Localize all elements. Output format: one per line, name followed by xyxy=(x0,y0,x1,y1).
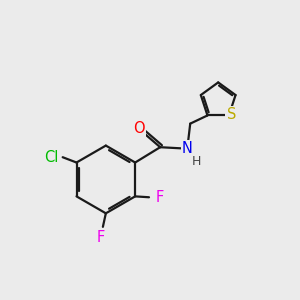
Text: O: O xyxy=(133,122,145,136)
Text: Cl: Cl xyxy=(44,150,59,165)
Text: F: F xyxy=(155,190,164,205)
Text: S: S xyxy=(226,107,236,122)
Text: F: F xyxy=(96,230,105,245)
Text: N: N xyxy=(182,141,193,156)
Text: H: H xyxy=(192,154,201,167)
